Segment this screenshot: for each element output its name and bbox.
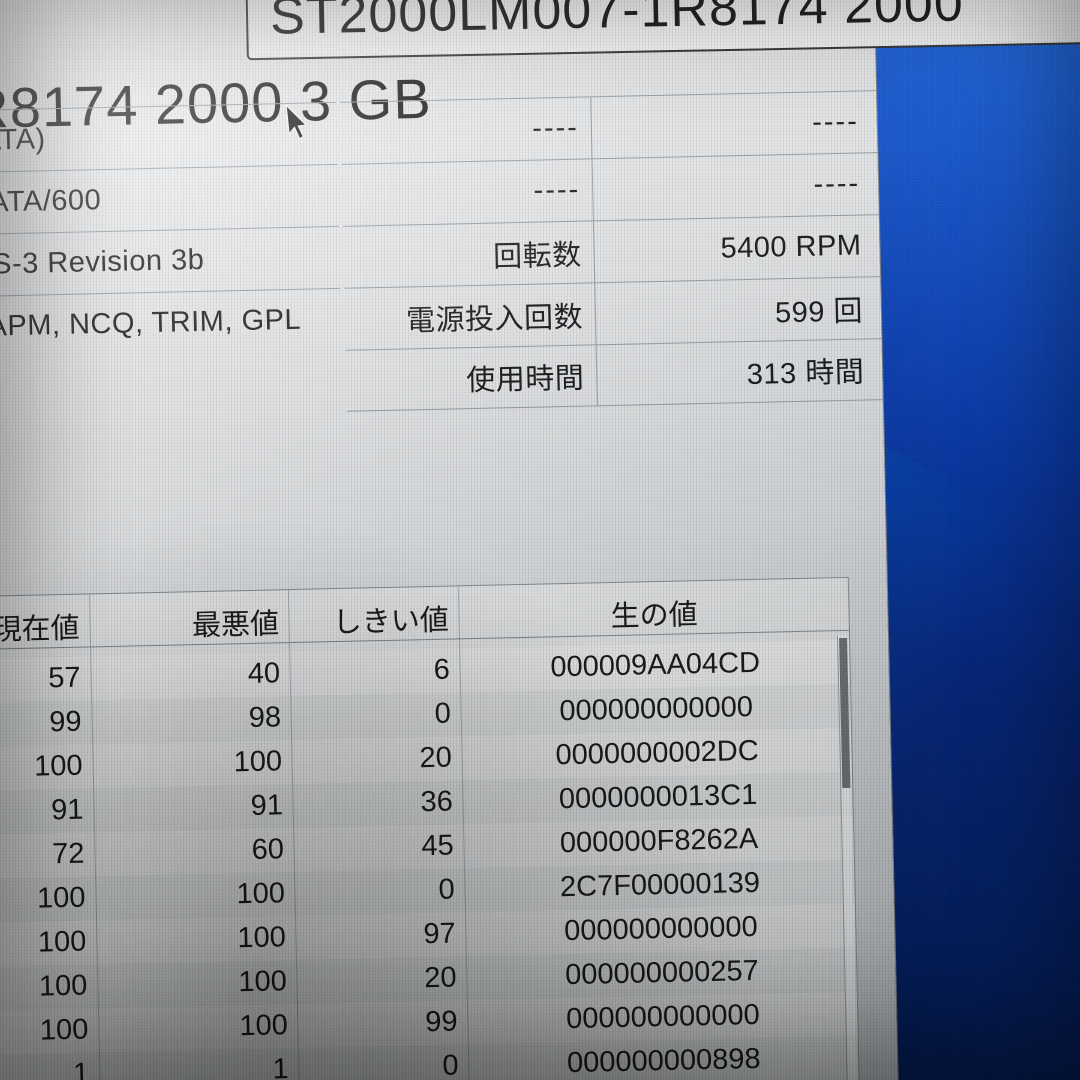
info-row: CS-3 Revision 3b	[0, 225, 341, 301]
info-value: SATA/600	[0, 164, 339, 235]
smart-table-body: 57 40 6 000009AA04CD 99 98 0 000000000000 100 100…	[0, 639, 860, 1080]
info-value: ----	[591, 153, 879, 221]
cell-current: 1	[0, 1052, 101, 1080]
cell-threshold: 36	[293, 780, 464, 829]
cell-threshold: 6	[290, 648, 461, 697]
info-label: 回転数	[492, 239, 582, 274]
cell-threshold: 97	[295, 912, 467, 960]
col-header-current[interactable]: 現在値	[0, 594, 91, 661]
cell-worst: 100	[92, 740, 294, 789]
desktop-wallpaper	[862, 0, 1080, 1080]
mouse-pointer-icon	[284, 102, 312, 144]
cell-threshold: 20	[292, 736, 463, 785]
smart-attribute-panel[interactable]: 現在値 最悪値 しきい値 生の値 57 40 6 000009AA04CD 99 98 0 0…	[0, 576, 861, 1080]
cell-current: 100	[0, 920, 98, 969]
smart-table: 現在値 最悪値 しきい値 生の値 57 40 6 000009AA04CD 99 98 0 0…	[0, 577, 860, 1080]
cell-threshold: 20	[296, 956, 468, 1004]
info-value: 313 時間	[595, 339, 883, 406]
cell-threshold: 99	[297, 1000, 469, 1048]
cell-worst: 60	[94, 828, 295, 877]
info-value: , APM, NCQ, TRIM, GPL	[0, 288, 342, 359]
disk-info-right-column: ---- ---- ---- ---- 回転数 5400 RPM 電源投入回数 …	[340, 90, 883, 412]
info-label: ----	[533, 173, 581, 207]
info-value: ----	[590, 91, 878, 159]
info-label: 使用時間	[466, 362, 585, 398]
cell-current: 100	[0, 1008, 100, 1057]
cell-threshold: 0	[291, 692, 462, 741]
info-value: CS-3 Revision 3b	[0, 226, 341, 297]
cell-threshold: 0	[294, 868, 466, 917]
info-value: 599 回	[594, 277, 882, 345]
info-label: ----	[531, 111, 580, 145]
info-label: 電源投入回数	[405, 301, 584, 337]
disk-info-grid: l ATA) SATA/600 CS-3 Revision 3b , APM, …	[0, 90, 885, 544]
info-row: , APM, NCQ, TRIM, GPL	[0, 287, 342, 363]
cell-worst: 91	[93, 784, 294, 833]
info-value: 5400 RPM	[592, 215, 881, 283]
info-row-rotation-rate: 回転数 5400 RPM	[342, 214, 881, 288]
info-row-power-on-hours: 使用時間 313 時間	[345, 338, 883, 412]
cell-worst: 1	[99, 1047, 300, 1080]
cell-current: 72	[0, 832, 96, 881]
cell-worst: 98	[91, 696, 293, 745]
info-row-rpm-empty-1: ---- ----	[340, 90, 878, 164]
cell-threshold: 0	[298, 1044, 470, 1080]
cell-current: 57	[0, 656, 92, 705]
info-row: SATA/600	[0, 163, 339, 239]
tooltip-text: ST2000LM007-1R8174 2000	[269, 0, 965, 46]
info-row-power-on-count: 電源投入回数 599 回	[344, 276, 882, 350]
cell-worst: 100	[98, 1003, 299, 1053]
info-row-rpm-empty-2: ---- ----	[341, 152, 879, 226]
cell-current: 91	[0, 788, 95, 837]
cell-worst: 100	[97, 959, 298, 1009]
cell-worst: 40	[90, 652, 292, 701]
cell-worst: 100	[96, 916, 297, 965]
cell-raw: 000000000898	[468, 1035, 859, 1080]
cell-worst: 100	[95, 872, 296, 921]
cell-current: 100	[0, 964, 99, 1013]
cell-threshold: 45	[293, 824, 465, 873]
cell-current: 99	[0, 700, 93, 749]
cell-current: 100	[0, 876, 97, 925]
crystaldiskinfo-window[interactable]: R8174 2000.3 GB l ATA) SATA/600 CS-3	[0, 0, 899, 1080]
cell-current: 100	[0, 744, 94, 793]
